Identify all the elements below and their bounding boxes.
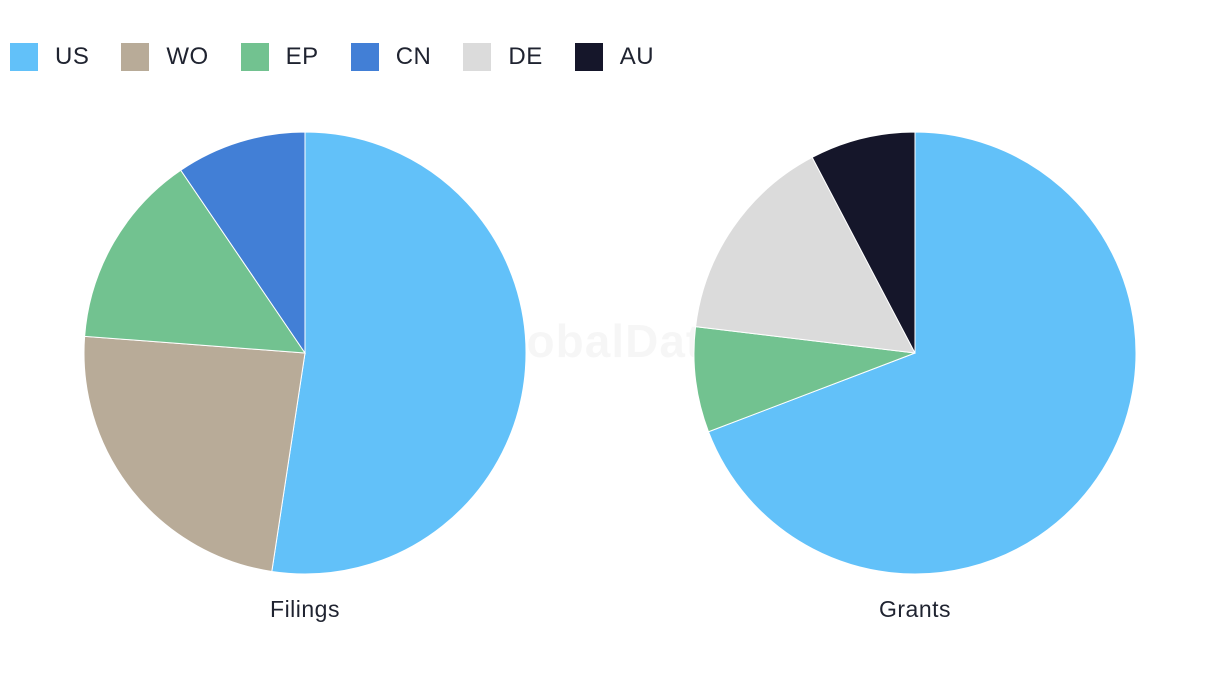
pie-filings bbox=[83, 131, 527, 575]
pie-slice-wo[interactable] bbox=[83, 335, 306, 573]
legend-item-ep[interactable]: EP bbox=[240, 43, 319, 71]
legend-label-de: DE bbox=[508, 43, 543, 70]
legend-label-au: AU bbox=[619, 43, 655, 70]
pie-slice-us[interactable] bbox=[271, 131, 527, 575]
legend-label-ep: EP bbox=[285, 43, 319, 70]
pie-slice-ep[interactable] bbox=[84, 169, 306, 354]
pie-slice-au[interactable] bbox=[811, 131, 916, 354]
legend-item-au[interactable]: AU bbox=[574, 43, 655, 71]
legend-swatch-cn bbox=[350, 43, 379, 71]
chart-legend: US WO EP CN DE AU bbox=[10, 42, 686, 72]
pie-slice-us[interactable] bbox=[707, 131, 1137, 575]
legend-item-cn[interactable]: CN bbox=[350, 43, 432, 71]
legend-swatch-us bbox=[10, 43, 38, 71]
legend-label-us: US bbox=[55, 43, 90, 70]
pie-title-grants: Grants bbox=[879, 596, 951, 622]
pie-slice-cn[interactable] bbox=[180, 131, 306, 355]
legend-swatch-au bbox=[574, 43, 603, 71]
legend-swatch-de bbox=[463, 43, 492, 71]
legend-swatch-ep bbox=[240, 43, 269, 71]
pie-slice-ep[interactable] bbox=[693, 326, 916, 433]
pie-grants bbox=[693, 131, 1137, 575]
legend-label-cn: CN bbox=[395, 43, 432, 70]
legend-swatch-wo bbox=[121, 43, 150, 71]
legend-item-us[interactable]: US bbox=[10, 43, 89, 71]
legend-label-wo: WO bbox=[166, 43, 209, 70]
legend-item-de[interactable]: DE bbox=[463, 43, 542, 71]
pie-slice-de[interactable] bbox=[695, 156, 916, 354]
pie-title-filings: Filings bbox=[270, 596, 340, 622]
legend-item-wo[interactable]: WO bbox=[121, 43, 208, 71]
